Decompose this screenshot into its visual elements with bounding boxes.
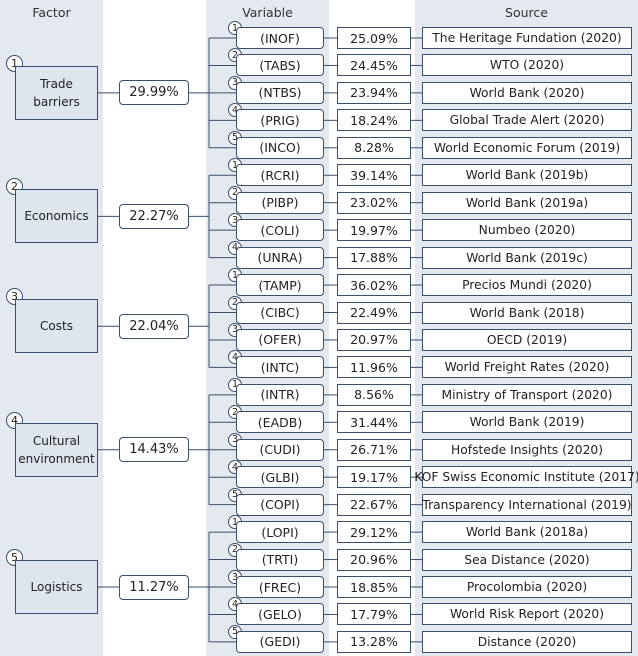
- variable-weight: 19.17%: [337, 466, 411, 489]
- factor-weight: 29.99%: [119, 80, 189, 106]
- variable-weight: 22.67%: [337, 493, 411, 516]
- variable-code: (UNRA): [236, 246, 324, 269]
- variable-weight: 18.85%: [337, 576, 411, 598]
- variable-code: (RCRI): [236, 164, 324, 187]
- variable-weight: 11.96%: [337, 356, 411, 379]
- variable-weight: 31.44%: [337, 411, 411, 434]
- factor-box: Economics: [15, 189, 98, 244]
- variable-source: Sea Distance (2020): [422, 548, 632, 571]
- variable-source: Precios Mundi (2020): [422, 274, 632, 297]
- variable-weight: 22.49%: [337, 301, 411, 324]
- variable-source: World Bank (2019): [422, 411, 632, 434]
- variable-source: Ministry of Transport (2020): [422, 383, 632, 406]
- factor-column-header: Factor: [32, 5, 71, 20]
- variable-source: OECD (2019): [422, 328, 632, 351]
- source-column-header: Source: [505, 5, 548, 20]
- factor-weight: 22.04%: [119, 313, 189, 339]
- variable-weight: 8.28%: [337, 136, 411, 159]
- variable-code: (INOF): [236, 27, 324, 49]
- variable-code: (PIBP): [236, 191, 324, 214]
- variable-code: (OFER): [236, 328, 324, 351]
- variable-source: The Heritage Fundation (2020): [422, 27, 632, 49]
- variable-source: WTO (2020): [422, 54, 632, 77]
- variable-source: World Bank (2018): [422, 301, 632, 324]
- variable-source: World Bank (2019b): [422, 164, 632, 187]
- variable-source: KOF Swiss Economic Institute (2017): [414, 466, 638, 489]
- source-column-band: [415, 0, 638, 656]
- variable-code: (PRIG): [236, 109, 324, 132]
- variable-code: (CUDI): [236, 438, 324, 461]
- variable-source: Transparency International (2019): [422, 493, 632, 516]
- variable-source: World Bank (2018a): [422, 521, 632, 544]
- variable-weight: 13.28%: [337, 630, 411, 653]
- variable-weight: 17.88%: [337, 246, 411, 269]
- variable-code: (GELO): [236, 603, 324, 626]
- variable-code: (LOPI): [236, 521, 324, 544]
- variable-code: (GEDI): [236, 630, 324, 653]
- variable-weight: 20.97%: [337, 328, 411, 351]
- variable-source: Distance (2020): [422, 630, 632, 653]
- factor-box: Cultural environment: [15, 422, 98, 477]
- variable-code: (INTR): [236, 383, 324, 406]
- variable-column-band: [206, 0, 329, 656]
- variable-weight: 29.12%: [337, 521, 411, 544]
- variable-code: (TABS): [236, 54, 324, 77]
- variable-weight: 39.14%: [337, 164, 411, 187]
- variable-weight: 18.24%: [337, 109, 411, 132]
- variable-weight: 25.09%: [337, 27, 411, 49]
- variable-weight: 8.56%: [337, 383, 411, 406]
- variable-code: (COLI): [236, 219, 324, 242]
- variable-source: World Risk Report (2020): [422, 603, 632, 626]
- variable-code: (TRTI): [236, 548, 324, 571]
- variable-source: Numbeo (2020): [422, 219, 632, 242]
- variable-weight: 20.96%: [337, 548, 411, 571]
- variable-source: Hofstede Insights (2020): [422, 438, 632, 461]
- variable-weight: 26.71%: [337, 438, 411, 461]
- variable-weight: 17.79%: [337, 603, 411, 626]
- variable-source: World Bank (2019a): [422, 191, 632, 214]
- variable-code: (FREC): [236, 576, 324, 598]
- variable-weight: 19.97%: [337, 219, 411, 242]
- variable-weight: 23.94%: [337, 81, 411, 104]
- variable-code: (INCO): [236, 136, 324, 159]
- factor-weight: 14.43%: [119, 437, 189, 463]
- variable-weight: 23.02%: [337, 191, 411, 214]
- variable-source: Global Trade Alert (2020): [422, 109, 632, 132]
- variable-source: World Bank (2019c): [422, 246, 632, 269]
- variable-code: (GLBI): [236, 466, 324, 489]
- variable-code: (NTBS): [236, 81, 324, 104]
- variable-source: World Economic Forum (2019): [422, 136, 632, 159]
- factor-box: Logistics: [15, 560, 98, 614]
- variable-weight: 24.45%: [337, 54, 411, 77]
- variable-code: (CIBC): [236, 301, 324, 324]
- variable-code: (COPI): [236, 493, 324, 516]
- variable-source: Procolombia (2020): [422, 576, 632, 598]
- variable-code: (EADB): [236, 411, 324, 434]
- factor-weight: 22.27%: [119, 203, 189, 229]
- factor-box: Costs: [15, 299, 98, 354]
- factor-box: Trade barriers: [15, 65, 98, 120]
- variable-code: (TAMP): [236, 274, 324, 297]
- variable-source: World Bank (2020): [422, 81, 632, 104]
- variable-weight: 36.02%: [337, 274, 411, 297]
- variable-source: World Freight Rates (2020): [422, 356, 632, 379]
- factor-weight: 11.27%: [119, 574, 189, 600]
- variable-column-header: Variable: [242, 5, 293, 20]
- variable-code: (INTC): [236, 356, 324, 379]
